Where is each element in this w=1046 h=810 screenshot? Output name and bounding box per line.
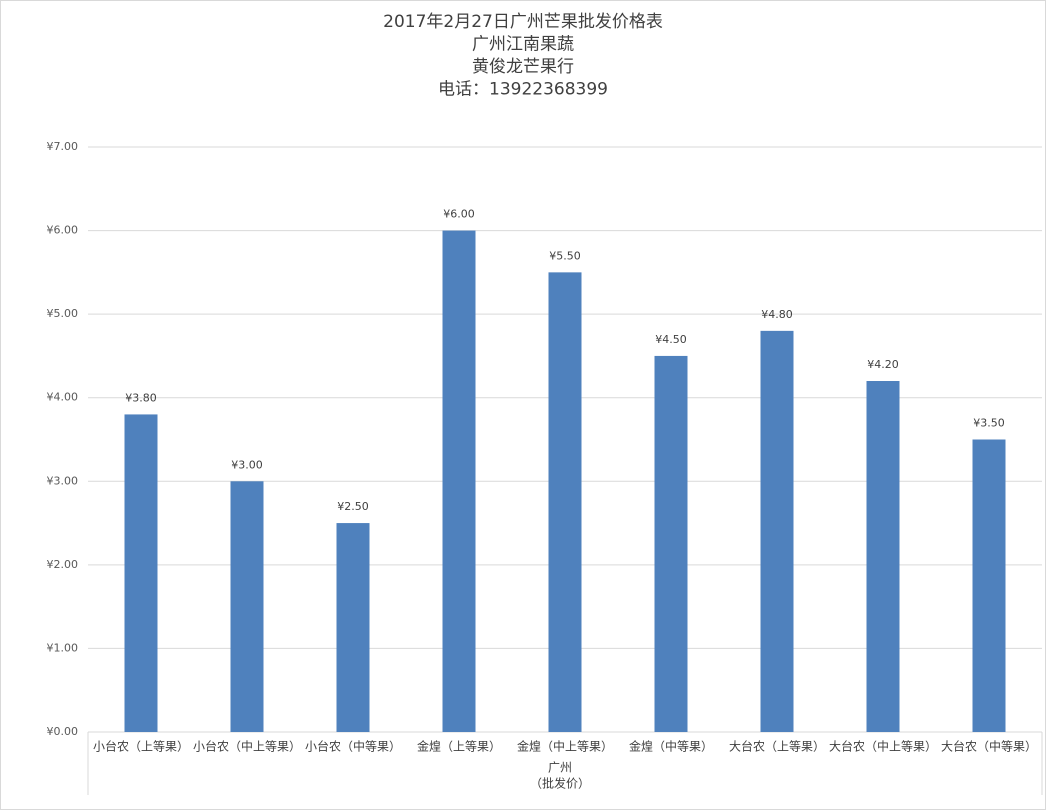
y-tick-label: ¥2.00 (47, 558, 79, 571)
x-axis-label: 广州 (548, 761, 572, 775)
chart-title: 电话：13922368399 (438, 80, 608, 100)
x-tick-label: 金煌（上等果） (417, 739, 501, 754)
y-tick-label: ¥4.00 (47, 391, 79, 404)
bar (972, 439, 1006, 732)
y-tick-label: ¥6.00 (47, 224, 79, 237)
bar (760, 330, 794, 732)
data-label: ¥3.50 (973, 417, 1005, 430)
y-tick-label: ¥0.00 (47, 725, 79, 738)
data-label: ¥6.00 (443, 208, 475, 221)
y-tick-label: ¥5.00 (47, 307, 79, 320)
bar (336, 523, 370, 732)
x-tick-label: 大台农（上等果） (729, 739, 825, 754)
data-label: ¥4.20 (867, 358, 899, 371)
x-axis-label: （批发价） (530, 776, 590, 791)
bar (442, 230, 476, 733)
y-tick-label: ¥3.00 (47, 474, 79, 487)
data-label: ¥4.80 (761, 308, 793, 321)
chart-title: 广州江南果蔬 (472, 35, 574, 55)
chart-title: 黄俊龙芒果行 (472, 57, 574, 77)
x-tick-label: 金煌（中等果） (629, 739, 713, 754)
data-label: ¥4.50 (655, 333, 687, 346)
x-tick-label: 大台农（中上等果） (829, 739, 937, 754)
x-tick-label: 小台农（中等果） (305, 739, 401, 754)
x-tick-label: 金煌（中上等果） (517, 739, 613, 754)
y-tick-label: ¥1.00 (47, 641, 79, 654)
bar (654, 355, 688, 732)
bar (124, 414, 158, 732)
y-tick-label: ¥7.00 (47, 140, 79, 153)
x-tick-label: 大台农（中等果） (941, 739, 1037, 754)
bar (548, 272, 582, 732)
data-label: ¥2.50 (337, 500, 369, 513)
data-label: ¥5.50 (549, 249, 581, 262)
x-tick-label: 小台农（上等果） (93, 739, 189, 754)
bar (866, 381, 900, 732)
data-label: ¥3.00 (231, 458, 263, 471)
x-tick-label: 小台农（中上等果） (193, 739, 301, 754)
bar (230, 481, 264, 732)
data-label: ¥3.80 (125, 391, 157, 404)
chart-title: 2017年2月27日广州芒果批发价格表 (383, 12, 663, 32)
